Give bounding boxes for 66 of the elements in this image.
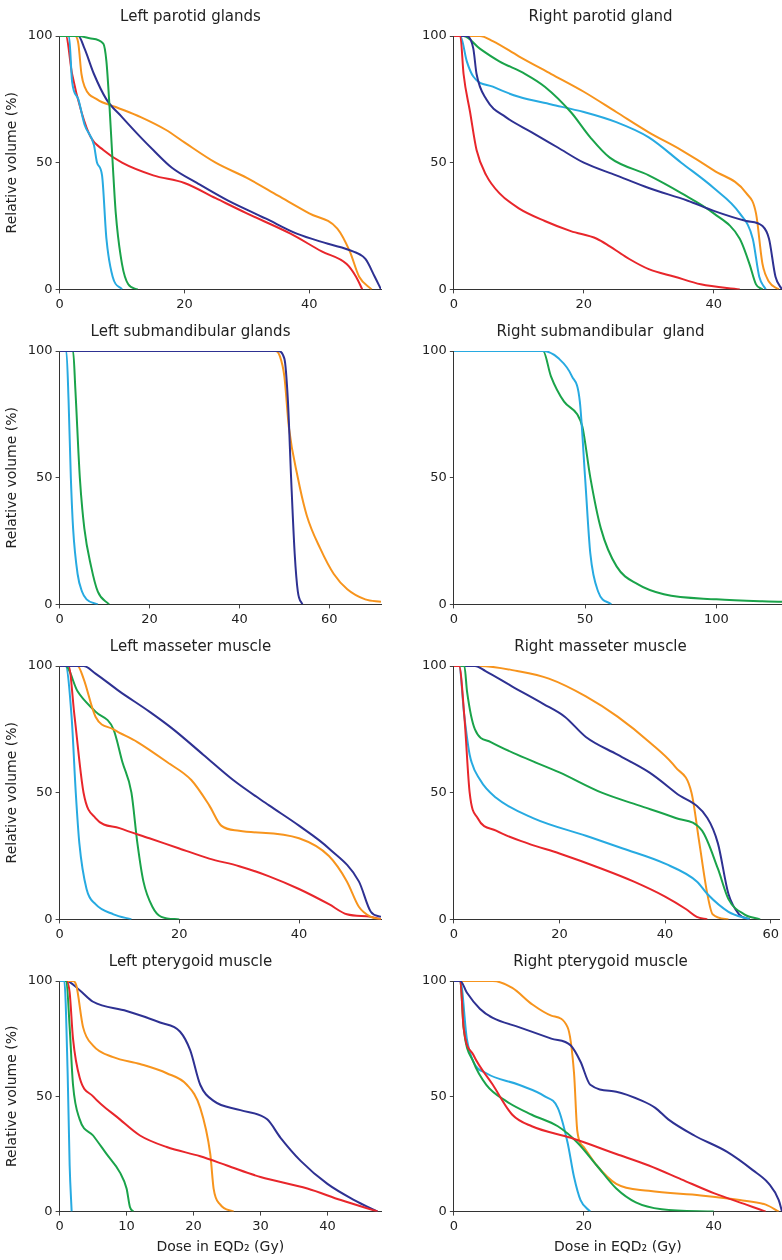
chart-title: Right parotid gland	[528, 6, 673, 25]
x-tick-label: 10	[118, 1217, 135, 1233]
x-tick-label: 20	[171, 925, 188, 941]
y-tick-label: 100	[27, 972, 53, 988]
x-tick-label: 100	[703, 610, 729, 626]
y-tick-label: 0	[44, 1202, 53, 1218]
chart-title: Right masseter muscle	[514, 636, 687, 655]
y-tick-label: 100	[421, 27, 447, 43]
x-tick-label: 0	[55, 925, 64, 941]
y-tick-label: 50	[430, 154, 447, 170]
y-tick-label: 100	[27, 27, 53, 43]
x-tick-label: 0	[449, 610, 458, 626]
chart-title: Left pterygoid muscle	[108, 951, 273, 970]
x-tick-label: 40	[319, 1217, 336, 1233]
x-tick-label: 60	[321, 610, 338, 626]
x-tick-label: 40	[705, 295, 723, 311]
x-axis-title: Dose in EQD₂ (Gy)	[156, 1238, 285, 1255]
x-tick-label: 20	[575, 1217, 593, 1233]
y-tick-label: 0	[44, 280, 53, 296]
y-tick-label: 50	[430, 784, 447, 800]
y-tick-label: 100	[27, 342, 53, 358]
x-tick-label: 20	[141, 610, 158, 626]
x-tick-label: 40	[290, 925, 308, 941]
x-tick-label: 20	[185, 1217, 202, 1233]
y-tick-label: 50	[36, 784, 53, 800]
x-tick-label: 40	[656, 925, 674, 941]
y-axis-title: Relative volume (%)	[3, 1025, 20, 1168]
x-tick-label: 0	[55, 1217, 64, 1233]
chart-title: Left submandibular glands	[90, 321, 291, 340]
x-tick-label: 40	[705, 1217, 723, 1233]
y-tick-label: 50	[36, 469, 53, 485]
y-tick-label: 50	[430, 1087, 447, 1103]
y-tick-label: 50	[430, 469, 447, 485]
x-tick-label: 60	[762, 925, 779, 941]
chart-title: Left parotid glands	[120, 6, 262, 25]
y-tick-label: 100	[421, 657, 447, 673]
y-tick-label: 0	[44, 595, 53, 611]
x-tick-label: 40	[231, 610, 248, 626]
y-tick-label: 50	[36, 1087, 53, 1103]
x-tick-label: 0	[449, 1217, 458, 1233]
x-tick-label: 20	[575, 295, 593, 311]
y-tick-label: 0	[438, 910, 447, 926]
x-tick-label: 20	[176, 295, 193, 311]
y-axis-title: Relative volume (%)	[3, 721, 20, 864]
x-tick-label: 40	[300, 295, 318, 311]
x-tick-label: 30	[252, 1217, 269, 1233]
y-tick-label: 0	[438, 595, 447, 611]
y-tick-label: 100	[27, 657, 53, 673]
y-tick-label: 0	[438, 280, 447, 296]
y-tick-label: 0	[438, 1202, 447, 1218]
chart-title: Right pterygoid muscle	[513, 951, 688, 970]
y-tick-label: 100	[421, 342, 447, 358]
y-tick-label: 50	[36, 154, 53, 170]
x-axis-title: Dose in EQD₂ (Gy)	[554, 1238, 682, 1255]
y-tick-label: 100	[421, 972, 447, 988]
x-tick-label: 0	[55, 610, 64, 626]
y-axis-title: Relative volume (%)	[3, 91, 20, 234]
y-tick-label: 0	[44, 910, 53, 926]
y-axis-title: Relative volume (%)	[3, 406, 20, 549]
chart-title: Right submandibular gland	[496, 321, 705, 340]
x-tick-label: 0	[55, 295, 64, 311]
x-tick-label: 0	[449, 925, 458, 941]
chart-title: Left masseter muscle	[109, 636, 272, 655]
x-tick-label: 50	[576, 610, 594, 626]
x-tick-label: 20	[551, 925, 568, 941]
x-tick-label: 0	[449, 295, 458, 311]
